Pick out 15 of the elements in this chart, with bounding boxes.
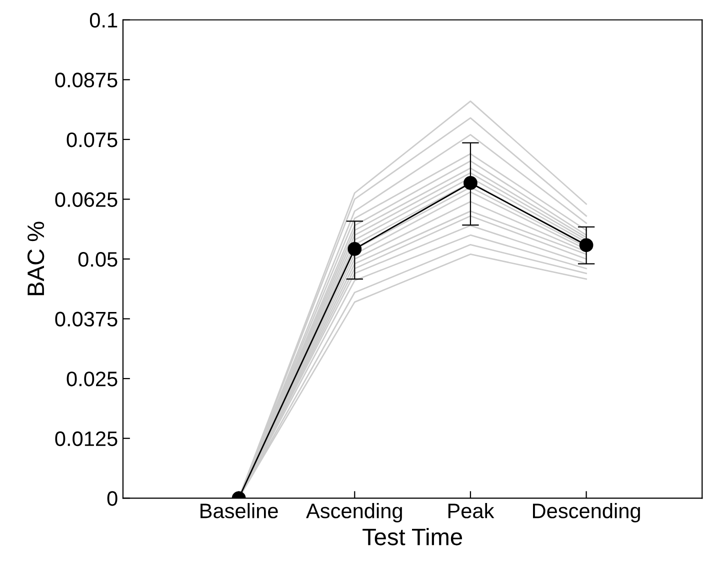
x-tick-label: Baseline [200,502,278,518]
y-tick-label: 0.075 [66,132,118,148]
y-tick-label: 0.0125 [55,431,118,446]
y-axis-title: BAC % [27,222,44,296]
y-tick-label: 0.0625 [55,192,118,207]
x-axis-title: Test Time [362,528,462,546]
y-tick-label: 0.05 [78,252,118,267]
y-tick-label: 0.0875 [55,72,118,88]
y-tick-label: 0.1 [90,12,118,28]
y-tick-label: 0.0375 [55,312,118,327]
x-tick-label: Descending [533,502,640,522]
y-tick-label: 0 [107,491,118,506]
y-tick-label: 0.025 [66,372,118,386]
x-tick-label: Peak [448,502,494,518]
x-tick-label: Ascending [306,502,402,522]
